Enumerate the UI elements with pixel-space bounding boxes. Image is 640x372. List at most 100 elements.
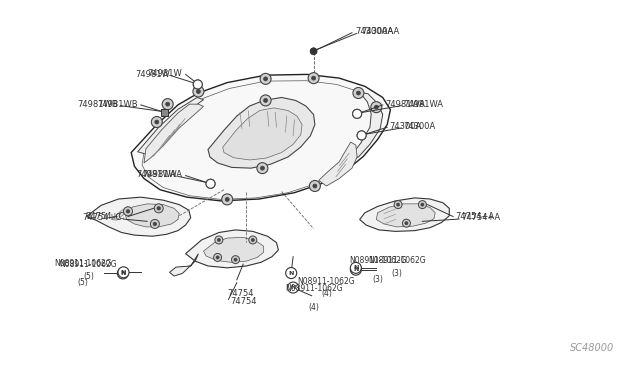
Polygon shape xyxy=(186,230,278,268)
Text: 74754: 74754 xyxy=(227,289,253,298)
Circle shape xyxy=(249,236,257,244)
Circle shape xyxy=(126,209,130,213)
Text: (4): (4) xyxy=(321,289,332,298)
Circle shape xyxy=(353,109,362,118)
Circle shape xyxy=(215,236,223,244)
Polygon shape xyxy=(170,254,198,276)
Bar xyxy=(161,109,168,116)
Circle shape xyxy=(117,268,129,279)
Circle shape xyxy=(419,201,426,209)
Circle shape xyxy=(308,73,319,84)
Circle shape xyxy=(154,204,163,213)
Polygon shape xyxy=(360,198,449,231)
Circle shape xyxy=(153,222,157,226)
Text: (3): (3) xyxy=(392,269,402,278)
Circle shape xyxy=(310,48,317,55)
Polygon shape xyxy=(319,142,357,186)
Circle shape xyxy=(221,194,233,205)
Text: 74981W: 74981W xyxy=(148,69,182,78)
Text: 74300A: 74300A xyxy=(403,122,435,131)
Text: 74981WA: 74981WA xyxy=(136,170,176,179)
Circle shape xyxy=(193,86,204,97)
Text: N: N xyxy=(353,265,358,270)
Circle shape xyxy=(356,91,360,95)
Text: N08911-1062G: N08911-1062G xyxy=(60,260,117,269)
Text: 74981WA: 74981WA xyxy=(385,100,425,109)
Text: N08911-1062G: N08911-1062G xyxy=(349,256,406,265)
Circle shape xyxy=(353,87,364,99)
Circle shape xyxy=(196,90,200,93)
Circle shape xyxy=(403,219,410,227)
Polygon shape xyxy=(125,204,179,227)
Polygon shape xyxy=(223,108,302,160)
Circle shape xyxy=(151,116,163,128)
Text: 74300A: 74300A xyxy=(389,122,421,131)
Circle shape xyxy=(150,219,159,228)
Circle shape xyxy=(206,179,215,188)
Circle shape xyxy=(287,282,299,293)
Circle shape xyxy=(206,179,215,188)
Text: (5): (5) xyxy=(83,272,93,281)
Circle shape xyxy=(404,222,408,225)
Polygon shape xyxy=(350,92,383,157)
Circle shape xyxy=(260,73,271,84)
Circle shape xyxy=(350,262,362,273)
Text: 74981W: 74981W xyxy=(135,70,170,79)
Text: 74981WB: 74981WB xyxy=(97,100,138,109)
Text: 74300AA: 74300AA xyxy=(355,27,394,36)
Circle shape xyxy=(310,48,317,54)
Polygon shape xyxy=(131,74,390,201)
Circle shape xyxy=(353,109,362,118)
Polygon shape xyxy=(208,97,315,168)
Circle shape xyxy=(162,99,173,110)
Circle shape xyxy=(357,131,366,140)
Circle shape xyxy=(371,102,382,113)
Circle shape xyxy=(157,206,161,210)
Circle shape xyxy=(257,163,268,174)
Circle shape xyxy=(394,201,402,209)
Bar xyxy=(161,109,168,116)
Text: N08911-1062G: N08911-1062G xyxy=(298,277,355,286)
Circle shape xyxy=(124,207,132,216)
Circle shape xyxy=(264,99,268,102)
Text: N08911-1062G: N08911-1062G xyxy=(54,259,112,269)
Circle shape xyxy=(216,256,219,259)
Text: N: N xyxy=(291,285,296,290)
Circle shape xyxy=(214,253,221,262)
Text: 74300AA: 74300AA xyxy=(362,27,400,36)
Circle shape xyxy=(421,203,424,206)
Polygon shape xyxy=(112,206,128,220)
Text: 74754+A: 74754+A xyxy=(456,212,495,221)
Circle shape xyxy=(155,120,159,124)
Circle shape xyxy=(234,258,237,261)
Circle shape xyxy=(374,105,378,109)
Circle shape xyxy=(285,267,297,279)
Text: 74981WB: 74981WB xyxy=(78,100,118,109)
Polygon shape xyxy=(86,197,191,236)
Circle shape xyxy=(264,77,268,81)
Text: N08911-1062G: N08911-1062G xyxy=(285,283,342,293)
Text: (3): (3) xyxy=(372,275,383,284)
Circle shape xyxy=(357,131,366,140)
Polygon shape xyxy=(144,104,204,163)
Text: (4): (4) xyxy=(308,302,319,312)
Circle shape xyxy=(166,102,170,106)
Circle shape xyxy=(232,256,239,264)
Text: N08911-1062G: N08911-1062G xyxy=(368,256,426,265)
Circle shape xyxy=(313,184,317,188)
Text: 74754+C: 74754+C xyxy=(86,212,125,221)
Text: SC48000: SC48000 xyxy=(570,343,614,353)
Text: 74981WA: 74981WA xyxy=(142,170,182,179)
Text: (5): (5) xyxy=(78,278,88,288)
Circle shape xyxy=(396,203,399,206)
Text: N: N xyxy=(120,271,125,276)
Circle shape xyxy=(260,95,271,106)
Circle shape xyxy=(252,238,255,241)
Text: N: N xyxy=(353,267,358,272)
Text: 74754+C: 74754+C xyxy=(83,213,122,222)
Polygon shape xyxy=(376,204,435,227)
Circle shape xyxy=(193,80,202,89)
Text: 74981WA: 74981WA xyxy=(403,100,443,109)
Text: 74754: 74754 xyxy=(230,297,257,306)
Text: 74754+A: 74754+A xyxy=(461,213,500,222)
